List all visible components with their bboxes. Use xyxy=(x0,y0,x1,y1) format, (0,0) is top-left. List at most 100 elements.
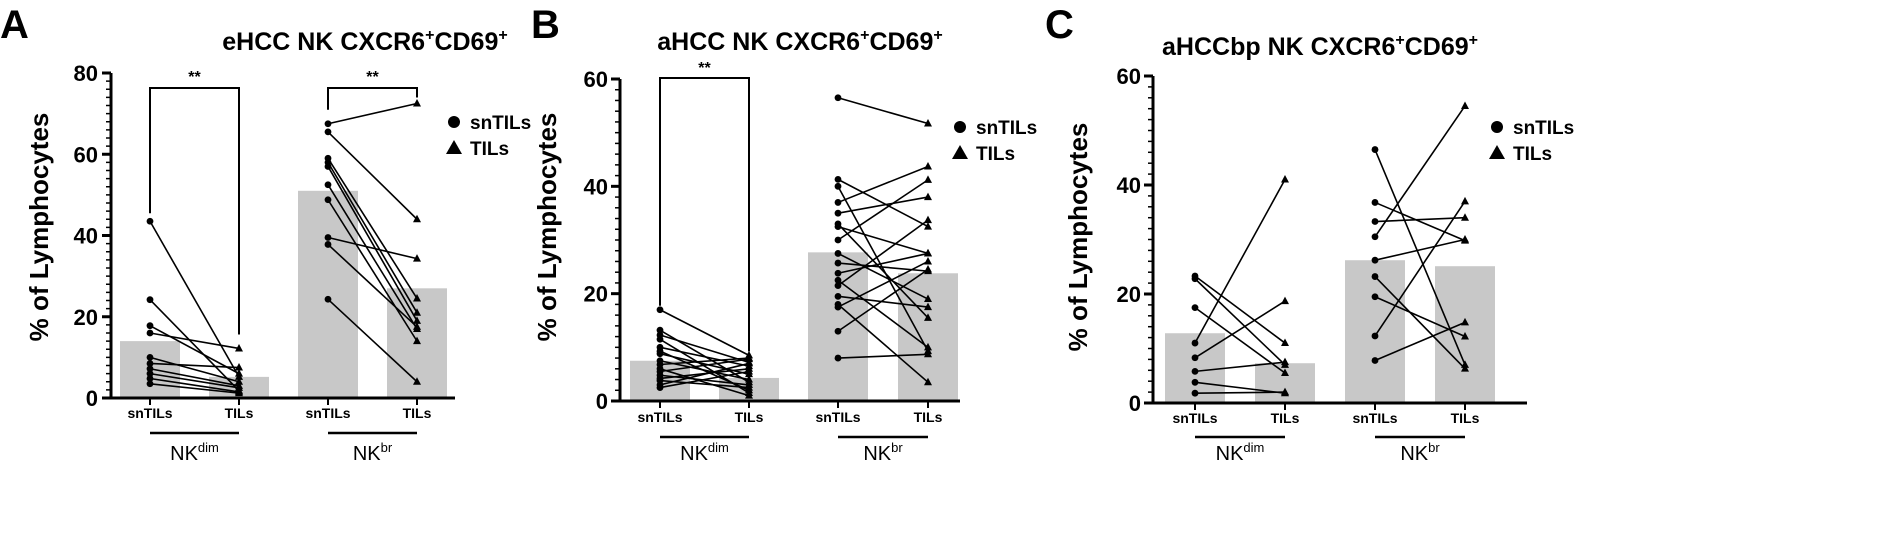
point-tils-nkdim xyxy=(745,391,753,399)
legend-triangle-icon xyxy=(952,145,968,159)
chart-title-main: aHCCbp NK CXCR6 xyxy=(1162,33,1395,61)
chart-title-sup: + xyxy=(498,27,507,44)
paired-line-nkbr xyxy=(327,243,418,328)
point-tils-nkbr xyxy=(924,256,932,265)
group-label-sup: dim xyxy=(708,440,729,455)
point-tils-nkbr xyxy=(413,308,421,316)
group-label-sup: dim xyxy=(1243,440,1264,455)
paired-line-nkdim xyxy=(1194,278,1286,366)
paired-line-nkdim xyxy=(149,324,240,375)
paired-line-nkdim xyxy=(149,362,240,369)
paired-line-nkbr xyxy=(837,185,929,352)
point-sntils-nkdim xyxy=(1191,304,1199,312)
point-sntils-nkbr xyxy=(1371,218,1379,225)
point-sntils-nkdim xyxy=(146,329,154,337)
point-sntils-nkbr xyxy=(834,94,842,102)
point-tils-nkbr xyxy=(1461,235,1469,243)
legend-label: TILs xyxy=(976,144,1015,165)
point-tils-nkbr xyxy=(1461,213,1469,221)
legend: snTILs TILs xyxy=(952,118,1037,165)
point-tils-nkbr xyxy=(924,265,932,273)
paired-line-nkbr xyxy=(327,199,418,342)
point-tils-nkbr xyxy=(1461,317,1469,326)
paired-line-nkbr xyxy=(327,102,418,125)
point-sntils-nkbr xyxy=(1371,273,1379,280)
point-sntils-nkbr xyxy=(834,209,842,217)
point-sntils-nkbr xyxy=(834,236,842,244)
point-tils-nkbr xyxy=(413,316,421,324)
point-sntils-nkbr xyxy=(834,223,842,230)
point-sntils-nkbr xyxy=(1371,199,1379,206)
paired-line-nkbr xyxy=(327,236,418,260)
paired-line-nkbr xyxy=(837,353,929,359)
point-tils-nkdim xyxy=(235,377,243,385)
point-sntils-nkbr xyxy=(834,303,842,311)
y-tick-label: 60 xyxy=(74,142,98,167)
paired-line-nkdim xyxy=(659,334,750,364)
paired-line-nkdim xyxy=(1194,300,1286,359)
y-tick-label: 80 xyxy=(74,61,98,86)
point-tils-nkbr xyxy=(924,161,932,170)
paired-line-nkdim xyxy=(1194,361,1286,373)
point-tils-nkbr xyxy=(413,322,421,330)
paired-line-nkdim xyxy=(659,309,750,357)
point-sntils-nkbr xyxy=(834,199,842,206)
x-tick-label: TILs xyxy=(1451,410,1480,426)
paired-line-nkbr xyxy=(837,268,929,332)
y-tick-label: 20 xyxy=(584,282,608,307)
paired-line-nkdim xyxy=(149,372,240,389)
group-label: NKdim xyxy=(170,440,219,465)
point-tils-nkbr xyxy=(924,302,932,311)
point-sntils-nkdim xyxy=(656,306,664,314)
point-sntils-nkbr xyxy=(834,292,842,300)
point-tils-nkdim xyxy=(1281,368,1289,377)
point-sntils-nkdim xyxy=(1191,367,1199,375)
legend-circle-icon xyxy=(448,116,460,128)
legend: snTILs TILs xyxy=(1489,118,1574,165)
point-tils-nkdim xyxy=(235,388,243,397)
point-tils-nkbr xyxy=(1461,360,1469,368)
y-tick-label: 60 xyxy=(1117,64,1141,89)
point-sntils-nkdim xyxy=(146,353,154,361)
x-tick-label: TILs xyxy=(225,405,254,421)
y-axis-label: % of Lymphocytes xyxy=(1063,123,1093,352)
paired-line-nkbr xyxy=(837,252,929,275)
paired-line-nkbr xyxy=(1374,216,1466,223)
point-sntils-nkdim xyxy=(656,326,664,334)
point-sntils-nkbr xyxy=(1371,357,1379,364)
x-tick-label: snTILs xyxy=(1172,410,1217,426)
y-tick-label: 60 xyxy=(584,67,608,92)
paired-line-nkbr xyxy=(837,179,929,241)
group-label-main: NK xyxy=(1216,443,1244,465)
point-sntils-nkdim xyxy=(146,296,154,304)
point-tils-nkbr xyxy=(924,222,932,230)
paired-line-nkbr xyxy=(837,295,929,308)
point-tils-nkdim xyxy=(1281,296,1289,305)
x-tick-label: snTILs xyxy=(127,405,172,421)
y-axis-label: % of Lymphocytes xyxy=(532,113,562,342)
paired-line-nkbr xyxy=(327,157,418,299)
group-label: NKbr xyxy=(863,440,903,465)
point-tils-nkbr xyxy=(1461,332,1469,340)
point-tils-nkbr xyxy=(924,349,932,358)
paired-line-nkbr xyxy=(1374,238,1466,261)
paired-line-nkdim xyxy=(149,299,240,392)
chart-title-main: aHCC NK CXCR6 xyxy=(657,28,860,56)
paired-line-nkdim xyxy=(149,377,240,393)
point-sntils-nkbr xyxy=(834,282,842,290)
point-tils-nkdim xyxy=(235,369,243,377)
y-tick-label: 0 xyxy=(1129,391,1141,416)
chart-title: eHCC NK CXCR6+CD69+ xyxy=(222,27,507,56)
point-sntils-nkdim xyxy=(146,380,154,388)
paired-line-nkdim xyxy=(149,332,240,350)
point-tils-nkdim xyxy=(745,366,753,375)
paired-line-nkdim xyxy=(1194,306,1286,374)
point-tils-nkbr xyxy=(924,294,932,303)
y-tick-label: 40 xyxy=(74,224,98,249)
paired-line-nkdim xyxy=(149,367,240,387)
point-sntils-nkdim xyxy=(1191,378,1199,386)
group-label-sup: br xyxy=(1428,440,1440,455)
paired-line-nkbr xyxy=(327,184,418,330)
legend-triangle-icon xyxy=(1489,145,1505,159)
